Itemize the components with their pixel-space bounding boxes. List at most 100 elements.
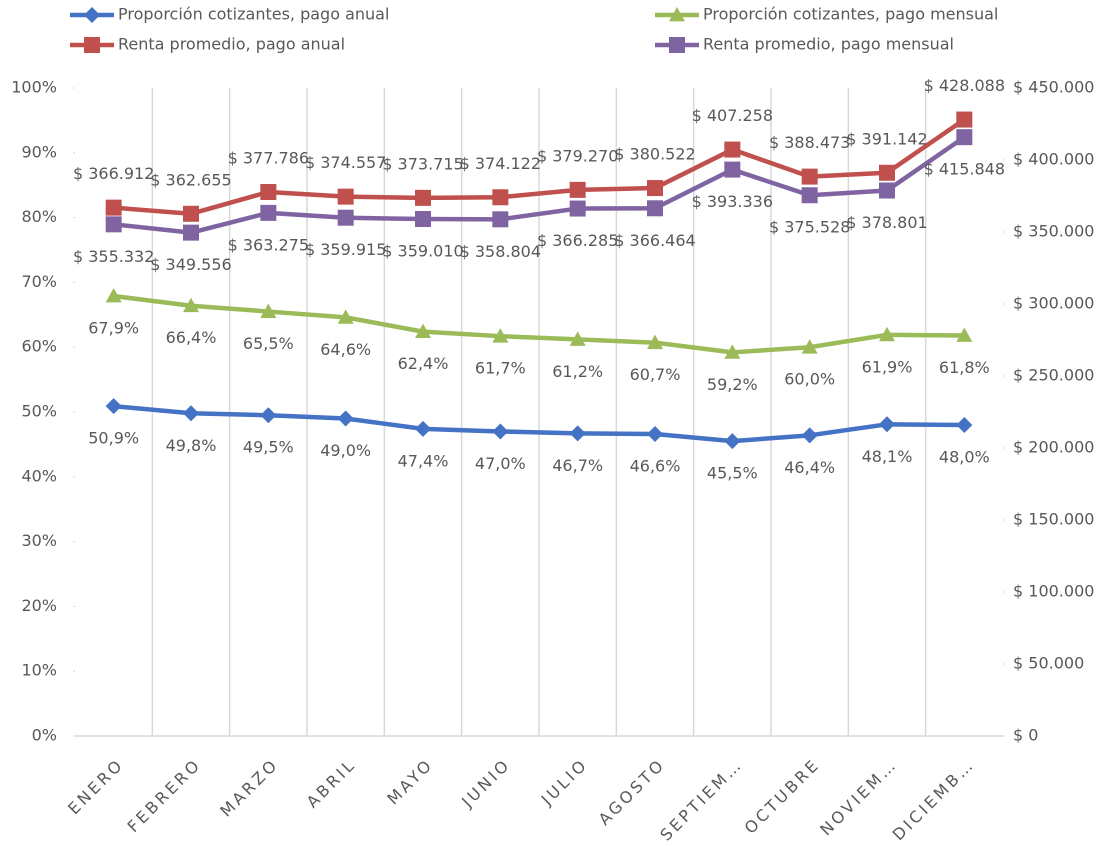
data-label: $ 374.557 [305,153,386,172]
point-marker [879,416,895,433]
point-marker [956,111,973,128]
data-label: 62,4% [398,354,449,373]
data-label: $ 355.332 [73,247,154,266]
x-tick-label: JUNIO [457,755,514,812]
point-marker [569,200,586,217]
data-label: 48,1% [862,447,913,466]
point-marker [105,216,122,233]
point-marker [183,297,199,313]
data-label: 46,4% [784,458,835,477]
data-label: 45,5% [707,464,758,483]
data-label: 46,6% [630,457,681,476]
data-label: 65,5% [243,334,294,353]
x-tick-label: MAYO [383,755,437,809]
y2-tick-label: $ 300.000 [1013,294,1094,313]
point-marker [415,189,431,206]
data-label: $ 377.786 [228,148,309,167]
point-marker [724,344,741,359]
x-tick-label: OCTUBRE [741,755,824,838]
data-label: $ 393.336 [692,192,773,211]
point-marker [801,187,818,204]
point-marker [647,426,663,443]
point-marker [492,328,509,343]
data-label: $ 379.270 [537,146,618,165]
point-marker [105,398,122,415]
data-label: 47,0% [475,454,526,473]
data-label: $ 366.285 [537,231,618,250]
data-label: 46,7% [552,456,603,475]
y2-tick-label: $ 150.000 [1013,510,1094,529]
legend-label: Renta promedio, pago anual [118,35,345,54]
data-label: 49,0% [320,441,371,460]
y-tick-label: 10% [21,661,57,680]
y-tick-label: 20% [21,596,57,615]
point-marker [801,168,818,185]
y2-tick-label: $ 50.000 [1013,654,1084,673]
point-marker [724,433,741,450]
data-label: $ 415.848 [924,160,1005,179]
data-label: 64,6% [320,340,371,359]
x-tick-label: FEBRERO [124,755,205,836]
legend-marker [84,37,100,53]
point-marker [105,288,122,303]
x-tick-label: MARZO [216,755,282,821]
point-marker [105,199,122,216]
point-marker [647,334,663,350]
data-label: 61,7% [475,359,526,378]
point-marker [415,420,431,437]
data-label: 50,9% [88,429,139,448]
data-label: 48,0% [939,447,990,466]
y-tick-label: 50% [21,402,57,421]
x-tick-label: SEPTIEM… [656,755,746,845]
y2-tick-label: $ 450.000 [1013,78,1094,97]
data-label: 66,4% [166,328,217,347]
point-marker [647,200,663,217]
data-label: 59,2% [707,375,758,394]
data-label: 67,9% [88,319,139,338]
x-tick-label: JULIO [537,755,592,810]
data-label: 61,9% [862,357,913,376]
data-label: 49,5% [243,438,294,457]
point-marker [492,189,509,206]
data-label: $ 374.122 [460,154,541,173]
legend-label: Proporción cotizantes, pago mensual [703,5,998,24]
y-tick-label: 80% [21,207,57,226]
y-tick-label: 70% [21,272,57,291]
point-marker [183,405,199,422]
point-marker [956,416,973,433]
point-marker [647,180,663,197]
point-marker [183,205,199,222]
point-marker [260,204,277,221]
x-tick-label: ENERO [64,755,128,819]
data-label: $ 391.142 [846,129,927,148]
point-marker [956,327,973,342]
y-tick-label: 90% [21,142,57,161]
series-line [113,403,965,444]
legend-marker [669,37,685,53]
point-marker [183,224,199,241]
data-label: 60,0% [784,370,835,389]
data-label: $ 359.915 [305,240,386,259]
data-label: $ 375.528 [769,218,850,237]
point-marker [569,181,586,198]
y-tick-label: 40% [21,466,57,485]
data-label: $ 362.655 [150,170,231,189]
point-marker [260,303,277,318]
point-marker [337,188,354,205]
data-label: $ 366.464 [614,231,695,250]
y-tick-label: 60% [21,337,57,356]
x-tick-label: AGOSTO [595,755,669,829]
legend-marker [669,7,685,22]
point-marker [956,129,973,146]
data-label: 61,2% [552,362,603,381]
point-marker [337,410,354,427]
point-marker [337,209,354,226]
data-label: $ 366.912 [73,164,154,183]
data-label: 61,8% [939,358,990,377]
series-line [113,117,966,217]
point-marker [415,211,431,228]
y2-tick-label: $ 350.000 [1013,222,1094,241]
point-marker [492,211,509,228]
y-tick-label: 0% [32,726,57,745]
data-label: $ 363.275 [228,235,309,254]
